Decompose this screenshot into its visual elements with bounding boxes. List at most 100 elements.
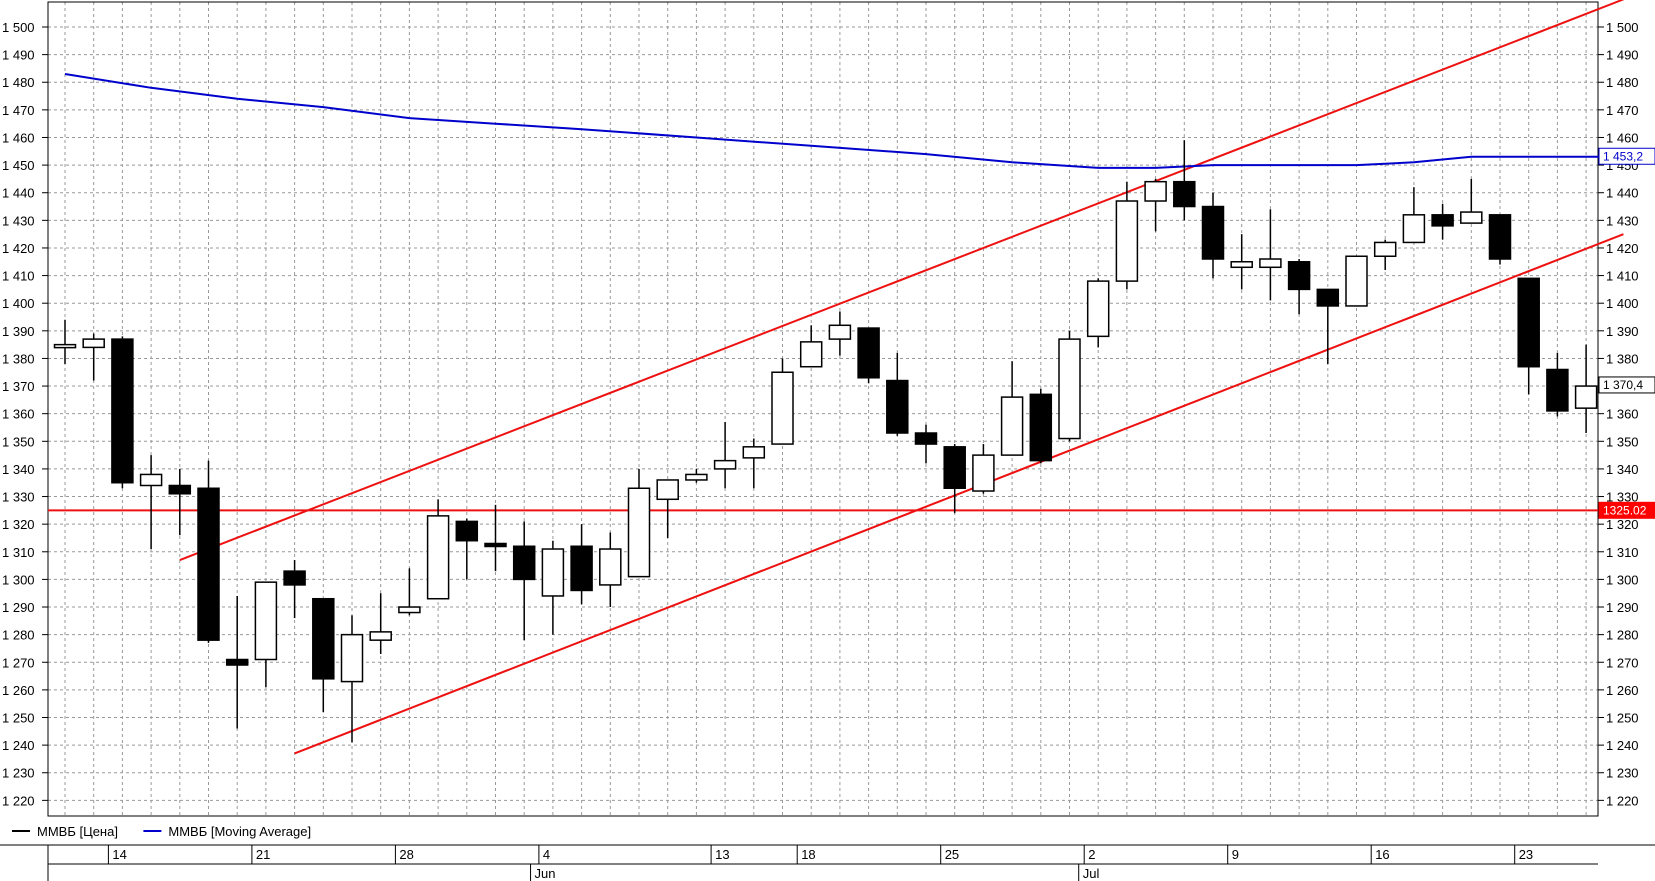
moving-average-series <box>64 73 1615 169</box>
candle <box>1546 352 1569 417</box>
axes: 1 220 1 220 1 230 1 230 1 240 1 240 1 250 1 250… <box>2 1 1639 817</box>
day-label: 13 <box>715 847 729 862</box>
grid <box>48 2 1598 816</box>
candle <box>1086 278 1110 348</box>
y-tick-label-right: 1 280 <box>1606 628 1639 643</box>
candle <box>111 336 134 489</box>
candle <box>1230 234 1253 290</box>
y-tick-label-left: 1 370 <box>2 379 35 394</box>
y-tick-label-right: 1 230 <box>1606 766 1639 781</box>
y-tick-label-right: 1 480 <box>1606 75 1639 90</box>
candle-body <box>1345 255 1368 307</box>
y-tick-label-right: 1 300 <box>1606 572 1639 587</box>
y-tick-label-right: 1 420 <box>1606 241 1639 256</box>
legend-label: ММВБ [Цена] <box>37 824 118 839</box>
price-tag-box <box>1598 501 1655 519</box>
day-label: 21 <box>256 847 270 862</box>
month-label: Jul <box>1083 866 1100 881</box>
candle <box>1574 344 1598 434</box>
candle-body <box>943 446 966 490</box>
y-tick-label-left: 1 430 <box>2 213 35 228</box>
day-label: 14 <box>112 847 126 862</box>
y-tick-label-right: 1 400 <box>1606 296 1639 311</box>
y-tick-label-left: 1 490 <box>2 48 35 63</box>
y-tick-label-left: 1 460 <box>2 130 35 145</box>
y-tick-label-right: 1 220 <box>1606 793 1639 808</box>
day-label: 23 <box>1519 847 1533 862</box>
y-tick-label-right: 1 320 <box>1606 517 1639 532</box>
day-label: 2 <box>1088 847 1095 862</box>
candle-body <box>1402 214 1426 244</box>
candle-body <box>1373 241 1397 257</box>
candle-body <box>1517 277 1540 368</box>
trend-lines <box>48 0 1624 755</box>
price-tags: 1 453,2 1 370,4 1325.02 <box>1598 147 1655 519</box>
candle <box>1000 361 1024 456</box>
candle-body <box>1316 288 1340 307</box>
candle-body <box>1058 338 1081 440</box>
candle-body <box>1259 258 1282 269</box>
candle <box>1460 178 1483 224</box>
candle <box>886 352 909 436</box>
candle <box>225 595 249 729</box>
y-tick-label-left: 1 270 <box>2 655 35 670</box>
y-tick-label-left: 1 330 <box>2 490 35 505</box>
candle-body <box>570 545 593 592</box>
candle-body <box>1546 368 1569 412</box>
legend-label: ММВБ [Moving Average] <box>168 824 311 839</box>
candle <box>828 311 852 356</box>
candle-body <box>599 548 622 586</box>
day-label: 9 <box>1232 847 1239 862</box>
candle-body <box>1230 261 1253 269</box>
price-tag-label: 1 453,2 <box>1603 149 1643 163</box>
candle-body <box>771 371 794 445</box>
day-label: 18 <box>801 847 815 862</box>
candle <box>1402 187 1426 244</box>
candle-body <box>225 658 249 666</box>
candle-body <box>1287 261 1311 291</box>
candle-body <box>1144 180 1167 202</box>
y-tick-label-right: 1 250 <box>1606 711 1639 726</box>
candle-body <box>857 327 880 379</box>
plot-border <box>47 1 1599 817</box>
trend-line-1 <box>179 0 1624 561</box>
candle <box>1259 209 1282 301</box>
candle-body <box>82 338 105 349</box>
candle <box>1517 277 1540 395</box>
y-tick-label-right: 1 340 <box>1606 462 1639 477</box>
legend: ММВБ [Цена] ММВБ [Moving Average] <box>0 824 1655 846</box>
candle <box>627 468 651 578</box>
candle-body <box>799 341 823 368</box>
candle-body <box>53 343 77 349</box>
y-tick-label-right: 1 260 <box>1606 683 1639 698</box>
y-tick-label-right: 1 310 <box>1606 545 1639 560</box>
candle <box>1373 239 1397 271</box>
y-tick-label-right: 1 490 <box>1606 48 1639 63</box>
candle <box>1058 330 1081 442</box>
y-tick-label-right: 1 440 <box>1606 186 1639 201</box>
y-tick-label-left: 1 410 <box>2 269 35 284</box>
candle <box>541 540 565 635</box>
candle-body <box>426 515 450 600</box>
y-tick-label-left: 1 310 <box>2 545 35 560</box>
price-tag: 1 370,4 <box>1598 376 1655 394</box>
candle <box>139 455 163 550</box>
y-tick-label-left: 1 390 <box>2 324 35 339</box>
candle <box>455 518 479 580</box>
candle-body <box>713 459 737 470</box>
candle <box>771 358 794 445</box>
candle-body <box>139 473 163 487</box>
candle-body <box>111 338 134 484</box>
y-tick-label-left: 1 260 <box>2 683 35 698</box>
candle <box>599 532 622 608</box>
candle-body <box>254 581 278 661</box>
price-tag: 1 453,2 <box>1598 147 1655 165</box>
candle <box>1144 178 1167 232</box>
candle <box>742 438 766 489</box>
candle <box>283 560 306 619</box>
y-tick-label-left: 1 280 <box>2 628 35 643</box>
day-label: 16 <box>1375 847 1389 862</box>
y-tick-label-left: 1 360 <box>2 407 35 422</box>
y-tick-label-right: 1 500 <box>1606 20 1639 35</box>
